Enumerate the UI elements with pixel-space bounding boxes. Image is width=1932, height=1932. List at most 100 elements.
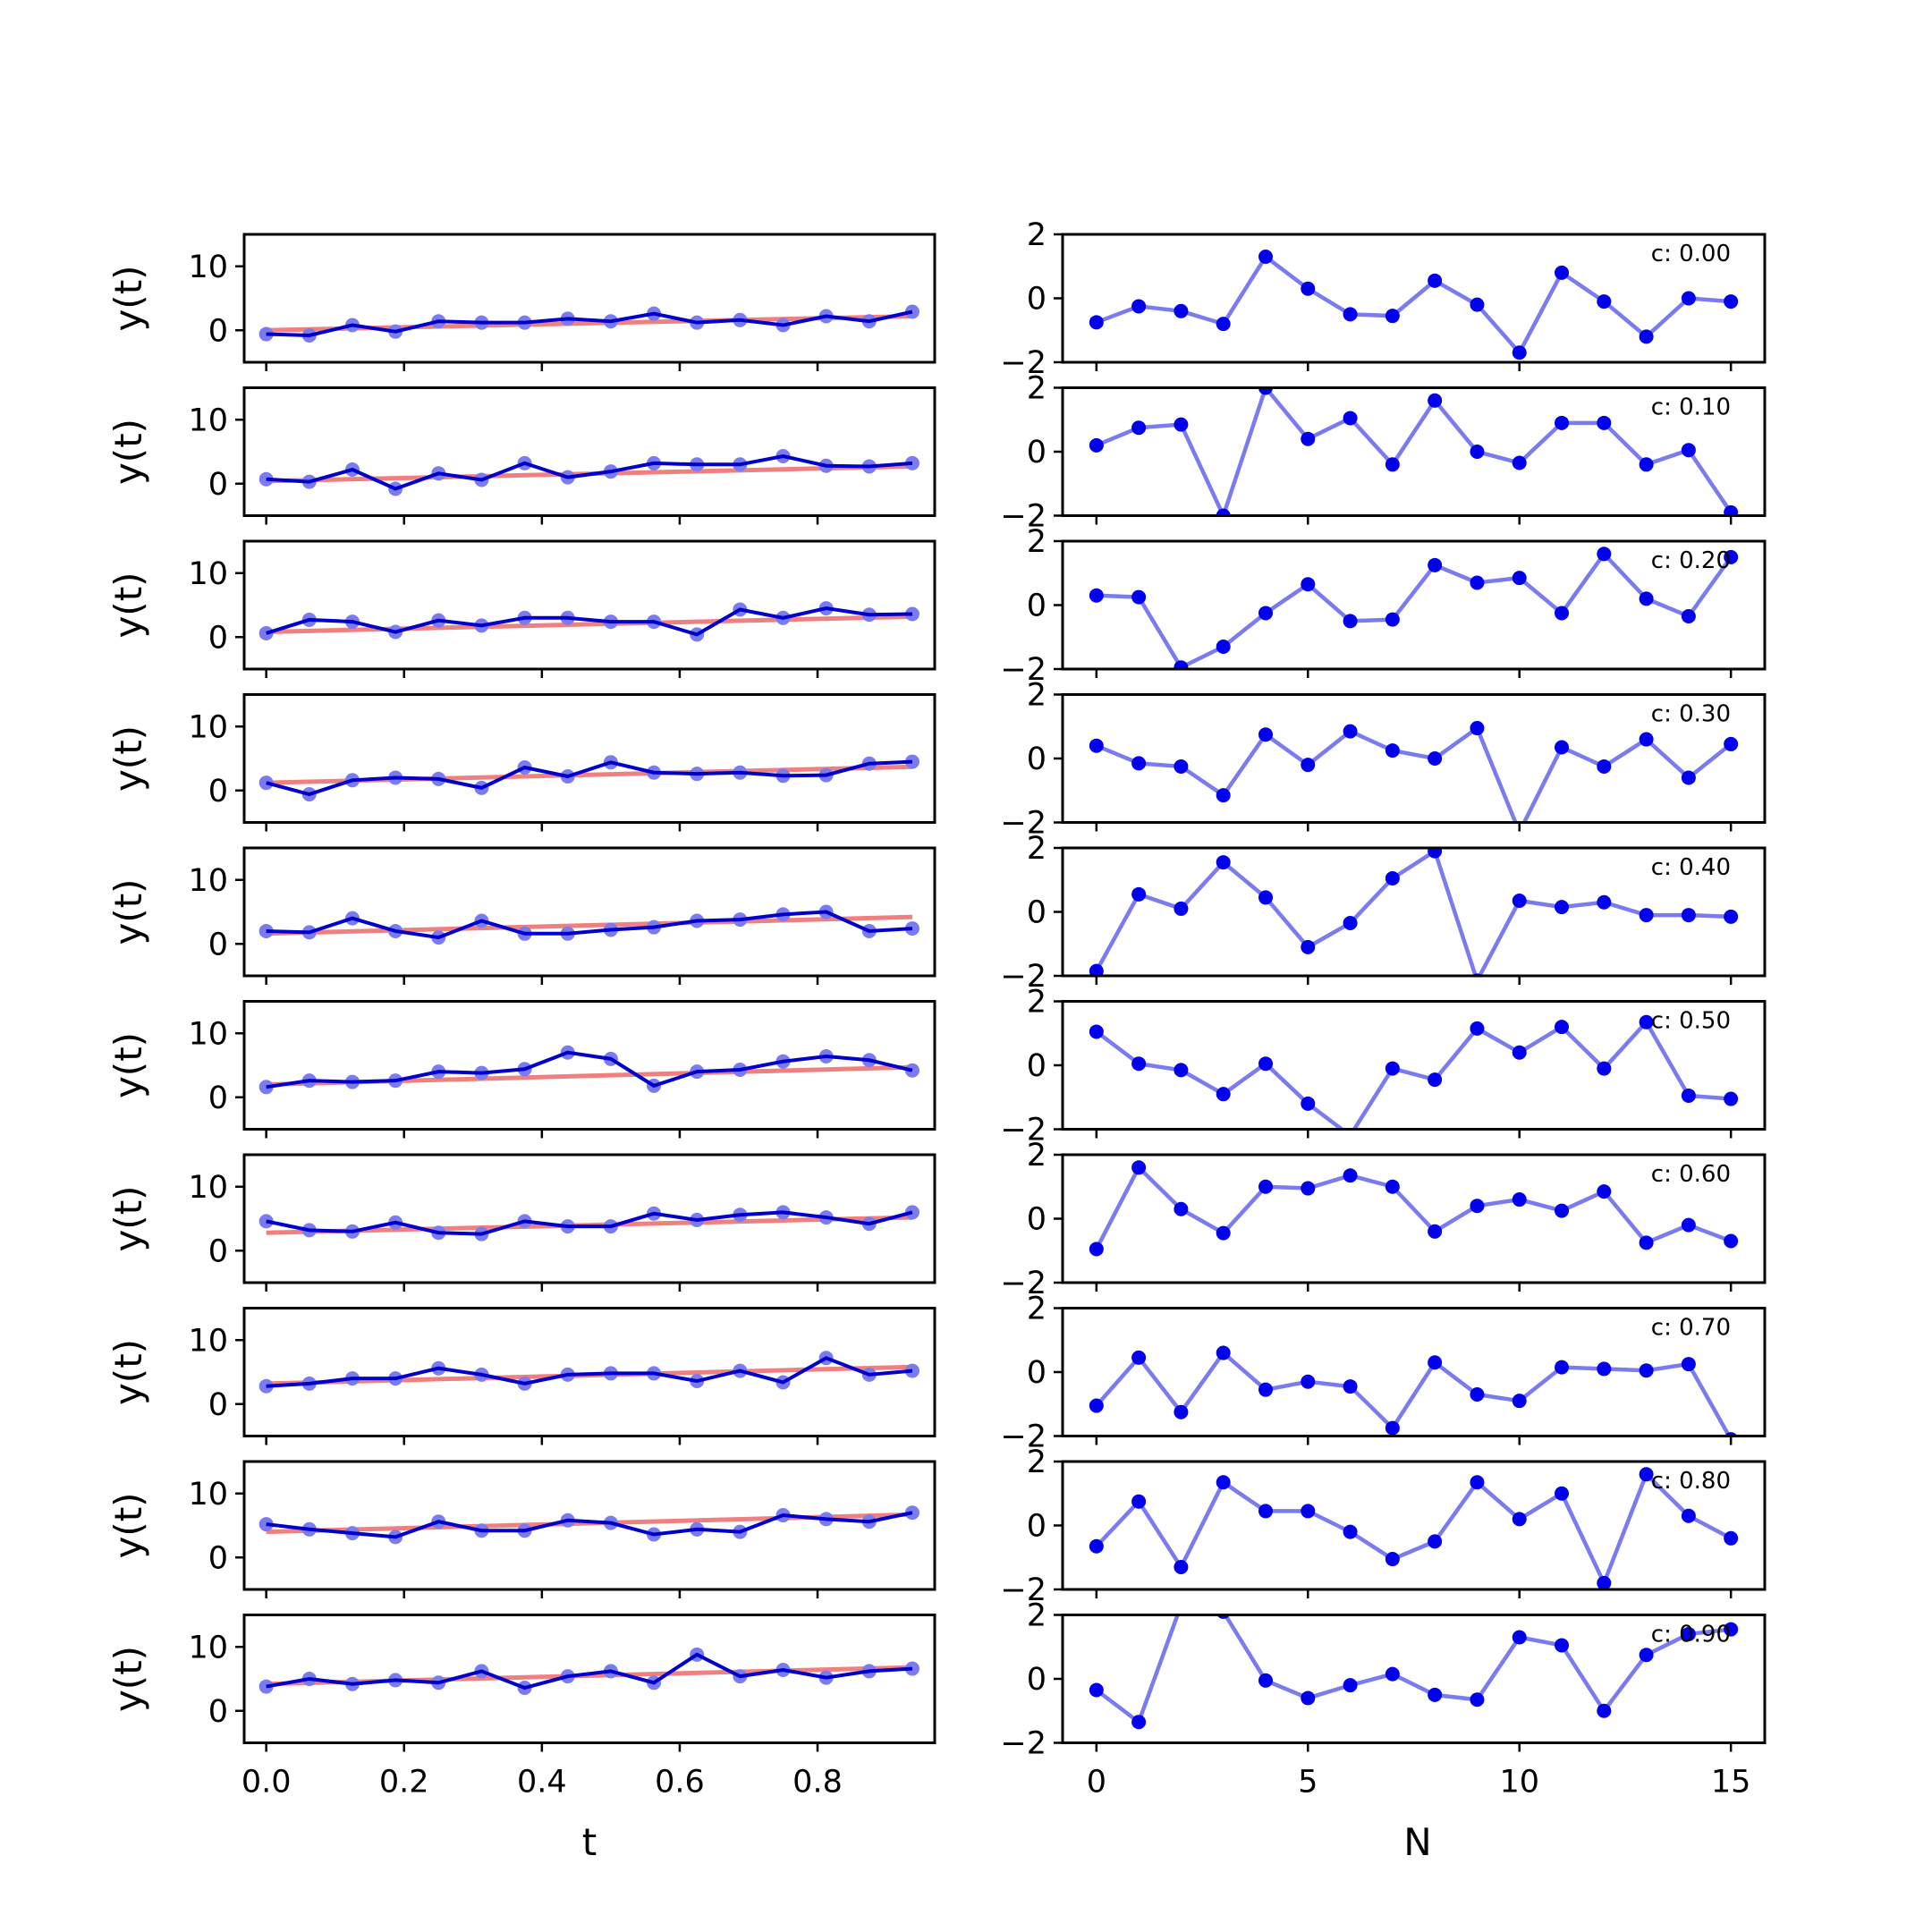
c-label-3: c: 0.30 [1651, 701, 1731, 728]
noise-point-2-4 [1258, 606, 1273, 621]
noise-point-5-0 [1089, 1024, 1104, 1039]
series-line-4 [266, 910, 913, 940]
left-ytick-label-2-0: 0 [208, 620, 228, 656]
left-frame-9 [242, 1614, 936, 1744]
noise-point-4-13 [1639, 908, 1654, 923]
left-ytick-label-5-10: 10 [188, 1016, 228, 1052]
series-line-8 [266, 1511, 913, 1539]
noise-point-1-13 [1639, 457, 1654, 472]
noise-point-2-6 [1343, 614, 1358, 629]
noise-point-5-13 [1639, 1014, 1654, 1030]
noise-point-3-8 [1428, 751, 1443, 766]
noise-point-7-10 [1512, 1394, 1527, 1409]
right-plot-area-0 [1089, 250, 1739, 360]
noise-point-5-5 [1301, 1096, 1316, 1111]
left-y-axis-label-1: y(t) [106, 419, 150, 485]
noise-point-8-0 [1089, 1538, 1104, 1554]
noise-point-9-15 [1724, 1622, 1739, 1637]
left-ytick-label-0-10: 10 [188, 250, 228, 285]
left-ytick-label-7-0: 0 [208, 1387, 228, 1423]
right-plot-area-3 [1089, 721, 1739, 823]
right-ytick-label-0--2: −2 [1000, 345, 1046, 381]
noise-point-8-4 [1258, 1504, 1273, 1519]
left-xtick-label-4: 0.8 [792, 1765, 843, 1801]
left-ytick-label-3-0: 0 [208, 774, 228, 809]
noise-point-0-11 [1555, 265, 1570, 280]
noise-point-3-7 [1385, 743, 1400, 758]
left-frame-4 [242, 846, 936, 978]
noise-point-4-15 [1724, 909, 1739, 924]
noise-point-3-11 [1555, 740, 1570, 755]
right-ytick-label-1-0: 0 [1027, 435, 1046, 470]
fit-line-2 [266, 614, 913, 635]
noise-point-7-7 [1385, 1420, 1400, 1436]
noise-point-6-5 [1301, 1181, 1316, 1196]
left-plot-area-0 [258, 304, 919, 343]
noise-point-2-11 [1555, 606, 1570, 621]
right-ytick-label-6-0: 0 [1027, 1202, 1046, 1238]
noise-point-8-3 [1216, 1475, 1231, 1490]
left-xtick-label-3: 0.6 [655, 1765, 705, 1801]
right-plot-area-2 [1089, 547, 1739, 669]
left-ytick-label-6-10: 10 [188, 1170, 228, 1206]
left-plot-area-6 [258, 1205, 919, 1241]
fit-line-4 [266, 914, 913, 936]
left-ytick-label-4-10: 10 [188, 863, 228, 899]
noise-point-4-2 [1174, 901, 1189, 916]
noise-point-3-14 [1681, 770, 1696, 785]
right-panel-6: −2 0 2 c: 0.60 [1000, 1138, 1767, 1301]
noise-point-5-7 [1385, 1061, 1400, 1076]
noise-point-4-10 [1512, 893, 1527, 908]
noise-point-9-0 [1089, 1682, 1104, 1698]
noise-point-5-8 [1428, 1072, 1443, 1088]
noise-point-1-5 [1301, 431, 1316, 446]
c-label-9: c: 0.90 [1651, 1622, 1731, 1648]
noise-point-9-3 [1216, 1614, 1230, 1619]
noise-point-6-8 [1428, 1224, 1443, 1239]
noise-point-9-11 [1555, 1638, 1570, 1653]
noise-point-1-3 [1216, 508, 1231, 516]
noise-point-8-13 [1639, 1467, 1654, 1482]
noise-point-4-7 [1385, 870, 1400, 886]
series-line-1 [266, 453, 913, 491]
noise-point-3-3 [1216, 788, 1231, 803]
noise-point-8-9 [1470, 1475, 1485, 1490]
noise-point-5-14 [1681, 1088, 1696, 1103]
left-frame-3 [242, 693, 936, 824]
noise-point-9-7 [1385, 1666, 1400, 1682]
noise-point-6-6 [1343, 1168, 1358, 1183]
left-plot-area-3 [258, 754, 919, 802]
noise-point-1-10 [1512, 455, 1527, 470]
noise-line-3 [1095, 724, 1733, 823]
noise-point-0-2 [1174, 303, 1189, 318]
right-panel-1: −2 0 2 c: 0.10 [1000, 371, 1767, 535]
right-ytick-label-3--2: −2 [1000, 806, 1046, 842]
noise-point-8-2 [1174, 1559, 1189, 1574]
noise-point-5-2 [1174, 1063, 1189, 1078]
right-ytick-label-4-2: 2 [1027, 831, 1046, 867]
left-y-axis-label-5: y(t) [106, 1032, 150, 1098]
noise-point-5-11 [1555, 1020, 1570, 1035]
left-plot-area-4 [258, 904, 919, 945]
noise-point-0-4 [1258, 250, 1273, 265]
noise-point-0-13 [1639, 329, 1654, 344]
noise-point-4-5 [1301, 939, 1316, 954]
noise-point-1-4 [1258, 387, 1273, 395]
noise-point-9-5 [1301, 1690, 1316, 1706]
noise-line-6 [1094, 1164, 1732, 1250]
left-ytick-label-3-10: 10 [188, 709, 228, 745]
noise-point-3-13 [1639, 732, 1654, 747]
noise-point-0-7 [1385, 309, 1400, 324]
noise-point-2-2 [1174, 660, 1189, 669]
left-panel-3: 0 10 y(t) [106, 693, 936, 832]
right-xtick-label-2: 10 [1499, 1765, 1539, 1801]
left-frame-7 [242, 1307, 936, 1437]
noise-point-5-3 [1216, 1087, 1231, 1102]
noise-point-5-15 [1724, 1091, 1739, 1106]
c-label-0: c: 0.00 [1651, 241, 1731, 267]
noise-point-1-12 [1597, 415, 1612, 430]
noise-point-6-14 [1681, 1217, 1696, 1233]
series-line-6 [266, 1210, 913, 1236]
noise-point-8-11 [1555, 1486, 1570, 1501]
right-ytick-label-7-0: 0 [1027, 1355, 1046, 1391]
